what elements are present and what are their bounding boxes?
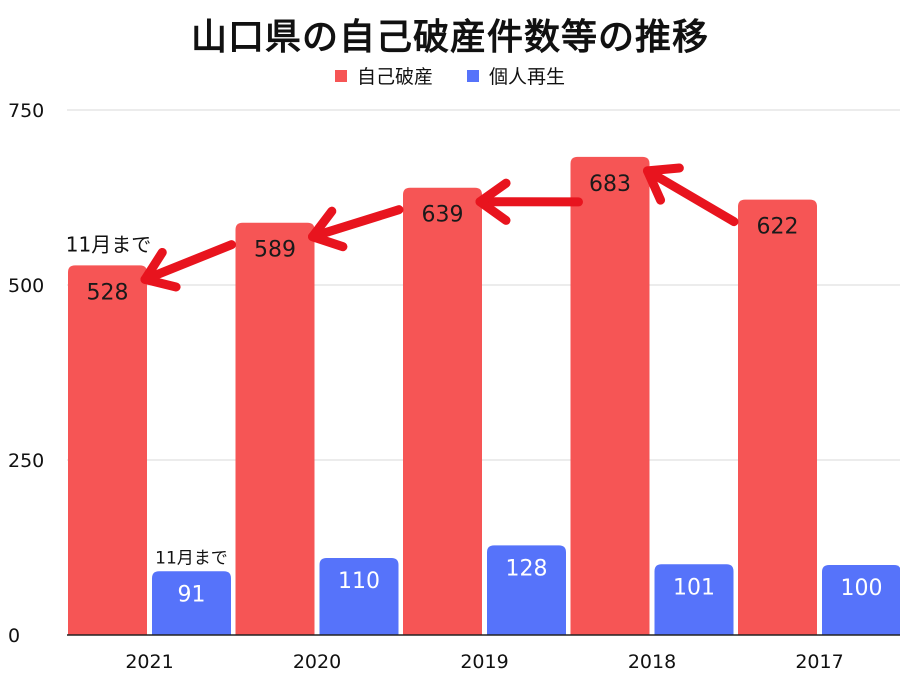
data-label-rehabilitation: 101 <box>673 575 715 600</box>
bar-rehabilitation <box>152 571 231 635</box>
data-label-rehabilitation: 100 <box>841 576 883 601</box>
annotation-label: 11月まで <box>66 232 151 256</box>
data-label-rehabilitation: 128 <box>506 556 548 581</box>
trend-arrow <box>475 178 583 225</box>
x-tick-label: 2020 <box>293 651 341 673</box>
trend-arrow-stroke <box>643 163 684 205</box>
data-label-bankruptcy: 622 <box>757 215 799 240</box>
x-tick-label: 2017 <box>795 651 843 673</box>
trend-arrow <box>643 163 739 227</box>
bar-bankruptcy <box>570 156 650 635</box>
bar-bankruptcy <box>235 222 315 635</box>
legend-item-rehabilitation: 個人再生 <box>467 62 565 89</box>
y-tick-label: 0 <box>8 625 20 647</box>
y-tick-label: 250 <box>8 450 44 472</box>
trend-arrow-stroke <box>475 178 511 225</box>
bar-bankruptcy <box>738 199 817 635</box>
annotation-label: 11月まで <box>155 548 228 568</box>
chart-legend: 自己破産 個人再生 <box>0 62 900 89</box>
data-label-rehabilitation: 91 <box>178 582 206 607</box>
data-label-rehabilitation: 110 <box>338 569 380 594</box>
legend-label-rehabilitation: 個人再生 <box>489 66 566 88</box>
chart-title: 山口県の自己破産件数等の推移 <box>190 17 709 58</box>
bar-bankruptcy <box>68 265 147 635</box>
trend-arrow-stroke <box>308 205 404 242</box>
bar-rehabilitation <box>822 565 900 635</box>
data-label-bankruptcy: 528 <box>87 280 129 305</box>
trend-arrow-stroke <box>140 240 236 284</box>
legend-item-bankruptcy: 自己破産 <box>334 62 433 89</box>
legend-label-bankruptcy: 自己破産 <box>356 66 433 88</box>
trend-arrow <box>308 205 404 252</box>
trend-arrow <box>140 240 236 292</box>
x-tick-label: 2018 <box>628 651 676 673</box>
bar-bankruptcy <box>403 187 482 635</box>
data-label-bankruptcy: 639 <box>422 203 464 228</box>
bar-rehabilitation <box>319 558 399 635</box>
bar-rehabilitation <box>654 564 734 635</box>
trend-arrow-stroke <box>308 206 348 252</box>
x-tick-label: 2019 <box>460 651 508 673</box>
trend-arrow-stroke <box>643 166 739 227</box>
legend-swatch-bankruptcy <box>334 69 347 82</box>
data-label-bankruptcy: 683 <box>589 172 631 197</box>
bar-rehabilitation <box>487 545 566 635</box>
data-label-bankruptcy: 589 <box>254 238 296 263</box>
y-tick-label: 750 <box>8 100 44 122</box>
x-tick-label: 2021 <box>125 651 173 673</box>
legend-swatch-rehabilitation <box>467 69 480 82</box>
y-tick-label: 500 <box>8 275 44 297</box>
trend-arrow-stroke <box>140 247 181 292</box>
